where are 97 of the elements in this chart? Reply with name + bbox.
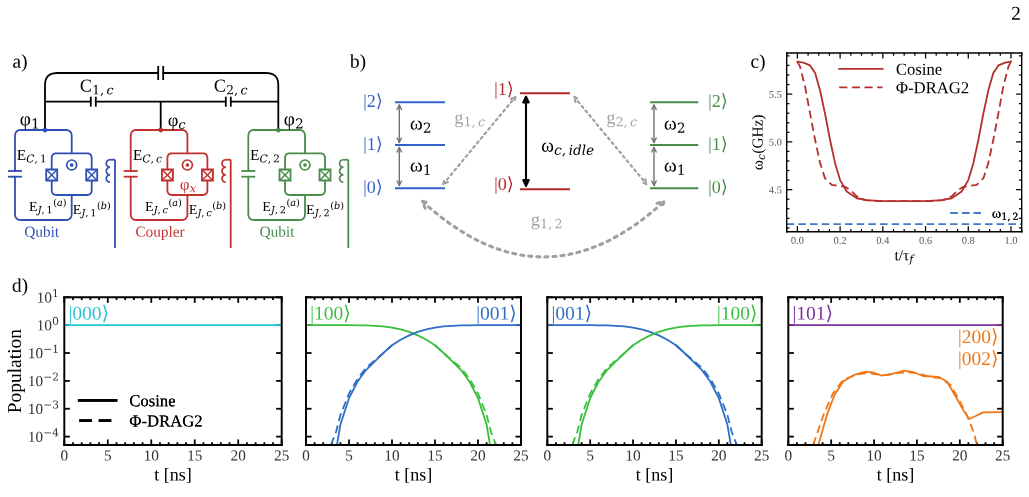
y-tick-label: 10$^{−3}$ bbox=[29, 400, 59, 415]
y-tick-label: 10$^{−2}$ bbox=[29, 372, 58, 387]
x-tick-label: 0.0 bbox=[791, 236, 804, 244]
x-tick-label: 20 bbox=[952, 450, 967, 461]
x-tick-label: 5 bbox=[828, 450, 835, 461]
x-tick-label: 20 bbox=[231, 450, 246, 461]
y-tick-label: 5.0 bbox=[769, 138, 782, 146]
y-tick-label: 10$^{−1}$ bbox=[29, 344, 58, 359]
text: g$_{2,c}$ bbox=[607, 114, 637, 128]
series-label: |100⟩ bbox=[311, 304, 350, 324]
y-axis-title: Population bbox=[7, 329, 26, 413]
text: C$_{2,c}$ bbox=[214, 79, 248, 97]
text: E$_{J,1}$$^{(a)}$ bbox=[29, 198, 66, 216]
text: E$_{J,2}$$^{(a)}$ bbox=[262, 198, 300, 216]
text: Qubit bbox=[24, 226, 60, 240]
series-label: |001⟩ bbox=[477, 304, 516, 324]
text: |0⟩ bbox=[364, 179, 382, 197]
series-label: |200⟩ |002⟩ bbox=[959, 328, 997, 370]
series-label: |000⟩ bbox=[69, 304, 108, 324]
x-tick-label: 0.8 bbox=[962, 236, 975, 244]
text: |2⟩ bbox=[709, 93, 727, 111]
text: E$_{C,c}$ bbox=[133, 149, 162, 164]
y-tick-label: 4.5 bbox=[769, 186, 782, 194]
chart-title: c) bbox=[751, 54, 765, 72]
x-tick-label: 10 bbox=[626, 450, 641, 461]
y-tick-label: 10$^{−4}$ bbox=[29, 428, 59, 442]
text: E$_{J,c}$$^{(b)}$ bbox=[189, 201, 226, 219]
ref-line-label: ω$_{1,2}$ bbox=[992, 211, 1018, 222]
x-tick-label: 20 bbox=[471, 450, 486, 461]
text: |1⟩ bbox=[709, 136, 727, 154]
text: |2⟩ bbox=[364, 93, 382, 111]
text: Coupler bbox=[136, 226, 185, 240]
x-tick-label: 15 bbox=[428, 450, 443, 461]
x-tick-label: 15 bbox=[910, 450, 924, 461]
legend-label: Φ-DRAG2 bbox=[896, 82, 969, 94]
y-tick-label: 5.5 bbox=[769, 90, 782, 98]
text: ω$_{1}$ bbox=[410, 162, 430, 175]
text: ω$_{2}$ bbox=[410, 120, 431, 133]
text: E$_{C,2}$ bbox=[250, 149, 279, 164]
series-label: |100⟩ bbox=[718, 304, 756, 324]
x-tick-label: 15 bbox=[188, 450, 202, 461]
text: ω$_{1}$ bbox=[664, 162, 684, 175]
x-tick-label: 20 bbox=[711, 450, 726, 461]
text: φ$_{c}$ bbox=[168, 117, 186, 130]
text: E$_{J,c}$$^{(a)}$ bbox=[145, 198, 182, 216]
x-axis-title: t [ns] bbox=[876, 467, 913, 483]
text: φ$_{x}$ bbox=[180, 181, 197, 194]
text: ω$_{2}$ bbox=[664, 120, 685, 133]
text: 2 bbox=[1011, 6, 1020, 20]
x-axis-title: t [ns] bbox=[635, 467, 672, 483]
chart-title: d) bbox=[12, 278, 28, 296]
x-tick-label: 25 bbox=[995, 450, 1010, 461]
x-axis-title: t [ns] bbox=[154, 467, 191, 483]
x-tick-label: 5 bbox=[104, 450, 111, 461]
x-tick-label: 10 bbox=[385, 450, 400, 461]
text: |0⟩ bbox=[709, 179, 727, 197]
y-tick-label: 10$^{0}$ bbox=[38, 316, 59, 331]
text: ω$_{c,idle}$ bbox=[541, 142, 594, 157]
x-tick-label: 1.0 bbox=[1005, 236, 1018, 244]
series-label: |001⟩ bbox=[552, 304, 591, 324]
x-tick-label: 0.4 bbox=[876, 236, 890, 244]
text: E$_{J,1}$$^{(b)}$ bbox=[73, 201, 110, 219]
text: C$_{1,c}$ bbox=[80, 79, 114, 97]
x-axis-title: t [ns] bbox=[394, 467, 431, 483]
x-tick-label: 5 bbox=[587, 450, 594, 461]
x-tick-label: 0.2 bbox=[834, 236, 847, 244]
annotation: Φ-DRAG2 bbox=[129, 415, 202, 427]
x-tick-label: 15 bbox=[669, 450, 683, 461]
x-tick-label: 10 bbox=[144, 450, 159, 461]
annotation: Cosine bbox=[129, 395, 176, 407]
text: a) bbox=[13, 54, 27, 72]
text: |1⟩ bbox=[364, 136, 382, 154]
text: g$_{1,2}$ bbox=[531, 216, 562, 230]
x-tick-label: 0 bbox=[544, 450, 551, 461]
text: b) bbox=[349, 54, 366, 72]
text: φ$_{2}$ bbox=[284, 116, 303, 130]
text: Qubit bbox=[260, 226, 295, 240]
x-tick-label: 25 bbox=[274, 450, 289, 461]
x-tick-label: 0.6 bbox=[919, 236, 932, 244]
x-tick-label: 0 bbox=[61, 450, 68, 461]
legend-label: Cosine bbox=[896, 63, 942, 75]
series-label: |101⟩ bbox=[793, 304, 832, 324]
x-tick-label: 0 bbox=[785, 450, 792, 461]
x-tick-label: 10 bbox=[867, 450, 882, 461]
x-tick-label: 0 bbox=[302, 450, 310, 461]
y-tick-label: 10$^{1}$ bbox=[38, 289, 58, 303]
x-axis-title: t/τ$_{f}$ bbox=[894, 250, 915, 265]
x-tick-label: 25 bbox=[754, 450, 769, 461]
text: |1⟩ bbox=[495, 81, 513, 99]
text: E$_{C,1}$ bbox=[17, 149, 46, 164]
x-tick-label: 5 bbox=[346, 450, 353, 461]
text: φ$_{1}$ bbox=[20, 116, 38, 130]
text: g$_{1,c}$ bbox=[455, 114, 485, 128]
y-axis-title: ω$_{c}$(GHz) bbox=[751, 115, 766, 170]
x-tick-label: 25 bbox=[514, 450, 529, 461]
text: E$_{J,2}$$^{(b)}$ bbox=[306, 201, 344, 219]
text: |0⟩ bbox=[495, 176, 513, 194]
